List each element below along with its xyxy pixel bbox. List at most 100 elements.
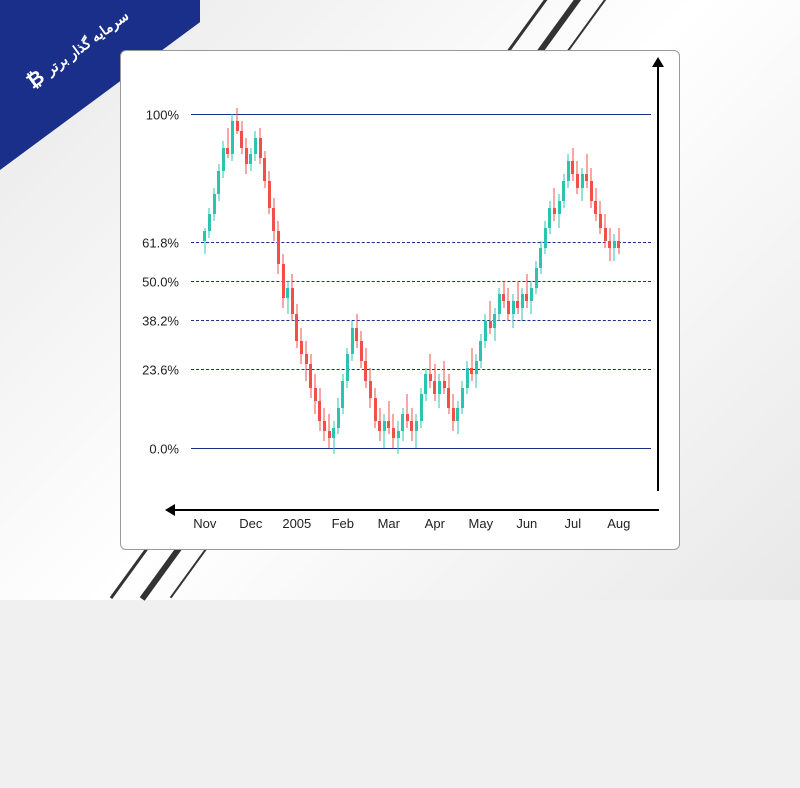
candle-body: [470, 368, 473, 375]
candle-body: [420, 394, 423, 421]
candle-wick: [444, 361, 445, 394]
candle-body: [544, 228, 547, 248]
fib-label: 61.8%: [142, 235, 179, 250]
candle-body: [245, 148, 248, 165]
candle-body: [305, 354, 308, 364]
candle-body: [498, 294, 501, 314]
candle-wick: [407, 394, 408, 427]
candle-body: [512, 301, 515, 314]
x-tick-label: Apr: [425, 516, 445, 531]
fib-line: 38.2%: [191, 320, 651, 321]
candle-body: [539, 248, 542, 268]
candle-body: [383, 421, 386, 431]
candle-body: [286, 288, 289, 298]
candle-body: [479, 341, 482, 361]
candle-body: [360, 341, 363, 361]
candle-body: [291, 288, 294, 315]
candle-wick: [554, 188, 555, 221]
candle-body: [397, 431, 400, 438]
candle-wick: [586, 154, 587, 187]
candle-body: [553, 208, 556, 215]
candle-body: [351, 328, 354, 355]
candle-body: [447, 388, 450, 408]
y-axis: [657, 63, 659, 491]
fib-line: 23.6%: [191, 369, 651, 370]
x-tick-label: Dec: [239, 516, 262, 531]
candle-body: [562, 181, 565, 201]
candle-body: [613, 241, 616, 248]
candle-body: [466, 368, 469, 388]
candle-body: [424, 374, 427, 394]
candle-body: [387, 421, 390, 428]
candle-body: [415, 421, 418, 431]
candle-body: [272, 208, 275, 231]
candle-body: [263, 158, 266, 181]
candle-body: [489, 321, 492, 328]
candle-wick: [388, 401, 389, 434]
x-axis: [173, 509, 659, 511]
candle-body: [576, 174, 579, 187]
candle-body: [332, 428, 335, 438]
candle-body: [203, 231, 206, 241]
candle-body: [567, 161, 570, 181]
candle-wick: [614, 234, 615, 261]
candle-body: [213, 194, 216, 214]
candle-body: [429, 374, 432, 381]
candle-wick: [287, 281, 288, 314]
candle-body: [337, 408, 340, 428]
candle-wick: [430, 354, 431, 387]
fib-line: 61.8%: [191, 242, 651, 243]
candle-wick: [490, 301, 491, 334]
x-tick-label: Aug: [607, 516, 630, 531]
candle-body: [452, 408, 455, 421]
candle-body: [254, 138, 257, 155]
candle-body: [318, 401, 321, 421]
candle-wick: [333, 421, 334, 454]
candle-body: [585, 174, 588, 181]
candle-body: [507, 301, 510, 314]
candle-body: [410, 421, 413, 431]
candle-body: [594, 201, 597, 214]
candle-body: [249, 154, 252, 164]
fib-label: 50.0%: [142, 275, 179, 290]
candle-body: [309, 364, 312, 387]
candle-body: [521, 294, 524, 307]
candle-body: [323, 421, 326, 431]
candle-body: [341, 381, 344, 408]
y-axis-arrow-icon: [652, 57, 664, 67]
candle-body: [443, 381, 446, 388]
candle-body: [502, 294, 505, 301]
candle-body: [571, 161, 574, 174]
candle-wick: [526, 274, 527, 307]
candle-body: [475, 361, 478, 374]
candle-body: [240, 131, 243, 148]
candle-body: [374, 398, 377, 421]
candle-body: [548, 208, 551, 228]
candle-body: [535, 268, 538, 288]
x-tick-label: Jul: [564, 516, 581, 531]
candle-body: [590, 181, 593, 201]
candle-body: [617, 241, 620, 248]
candle-body: [608, 241, 611, 248]
candle-body: [282, 264, 285, 297]
fib-line: 50.0%: [191, 281, 651, 282]
candle-body: [530, 288, 533, 301]
x-tick-label: May: [469, 516, 494, 531]
x-axis-arrow-icon: [165, 504, 175, 516]
candle-body: [369, 381, 372, 398]
candle-body: [438, 381, 441, 394]
candle-body: [217, 171, 220, 194]
candle-body: [355, 328, 358, 341]
candle-body: [364, 361, 367, 381]
plot-area: 100%61.8%50.0%38.2%23.6%0.0%NovDec2005Fe…: [191, 81, 651, 481]
candle-body: [222, 148, 225, 171]
candle-body: [231, 121, 234, 154]
fib-label: 0.0%: [149, 441, 179, 456]
candle-wick: [517, 281, 518, 314]
candle-body: [314, 388, 317, 401]
candle-wick: [398, 421, 399, 454]
candle-body: [604, 228, 607, 241]
candle-body: [433, 381, 436, 394]
x-tick-label: Mar: [378, 516, 400, 531]
candle-body: [378, 421, 381, 431]
